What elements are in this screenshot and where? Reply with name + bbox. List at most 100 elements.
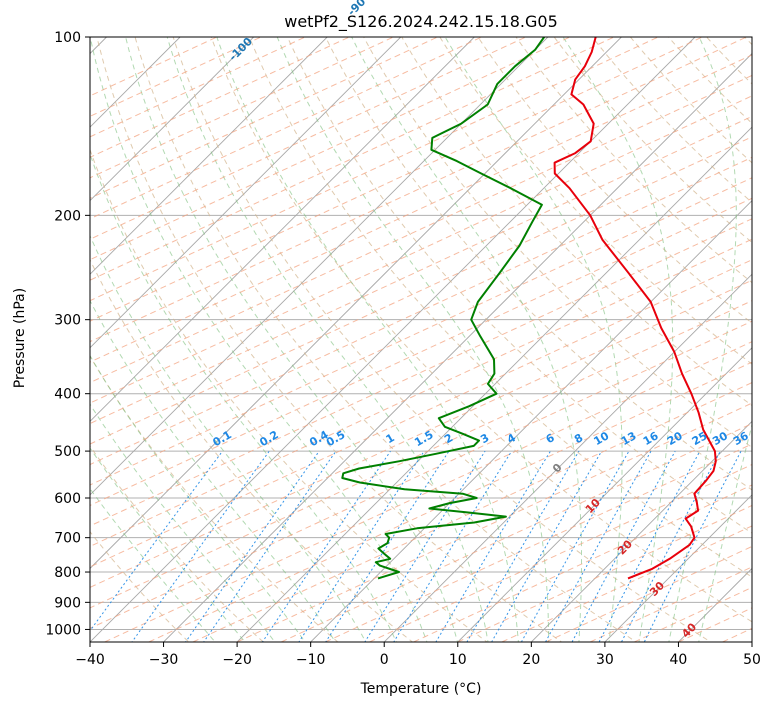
moist-adiabat [216,37,519,642]
y-tick-label: 800 [54,565,81,581]
isotherm-gridline [604,494,752,642]
isotherm-gridline [90,37,696,642]
mixing-ratio-line [598,450,701,642]
line-labels: 0.1 0.2 0.40.5 1 1.5 2 3 4 6 8 10 13 16 20 25 30 36-100-… [211,0,751,641]
mixing-ratio-line [261,450,391,642]
mixing-ratio-line [364,450,486,642]
x-tick-label: −20 [222,652,252,668]
dry-adiabat [667,37,752,125]
mixing-ratio-line [393,450,513,642]
y-axis-label: Pressure (hPa) [12,288,28,388]
mixing-ratio-line [435,450,551,642]
mixing-ratio-label: 4 [505,431,518,446]
reference-line [767,37,775,642]
reference-line [369,463,752,642]
mixing-ratio-line [643,450,742,642]
moist-adiabat [698,422,752,642]
temperature-profile-line [553,37,717,580]
mixing-ratio-label: 25 [690,429,710,448]
moist-adiabat [90,487,216,642]
isotherm-gridline [90,37,402,349]
dry-adiabat [248,37,752,578]
reference-line [104,341,752,642]
plot-frame [89,36,753,643]
reference-line [192,382,752,642]
x-tick-label: −30 [149,652,179,668]
moist-adiabat [90,234,367,642]
mixing-ratio-label: 30 [710,429,730,448]
y-tick-label: 400 [54,387,81,403]
reference-line [90,37,615,281]
dry-adiabat [90,445,264,642]
dry-adiabat [553,37,752,244]
reference-line [90,37,438,199]
mixing-ratio-line [90,450,223,632]
isotherm-label: -100 [226,35,255,64]
moist-adiabat [276,37,550,642]
mixing-ratio-label: 16 [641,429,661,448]
y-tick-label: 1000 [45,622,81,638]
dry-adiabat [90,530,190,642]
isotherm-gridline [457,347,752,642]
x-tick-label: 30 [596,652,614,668]
dry-adiabat [515,37,752,284]
mixing-ratio-line [203,450,337,642]
dry-adiabat [90,148,488,642]
isotherm-gridline [383,273,752,642]
reference-line [634,586,752,642]
reference-line [90,37,527,240]
chart-title: wetPf2_S126.2024.242.15.18.G05 [284,12,558,32]
reference-line [90,300,752,609]
dry-adiabat [324,37,752,491]
moist-adiabat [90,37,428,642]
x-tick-label: −10 [296,652,326,668]
moist-adiabat [166,37,489,642]
mixing-ratio-label: 1 [384,431,397,446]
x-tick-label: 10 [449,652,467,668]
reference-line [281,423,752,642]
isotherm-gridline [90,37,475,422]
moist-adiabat [90,447,246,642]
isotherm-gridline [90,37,328,275]
reference-line [545,545,752,642]
x-tick-label: 20 [522,652,540,668]
isotherm-gridline [531,420,752,642]
moist-adiabat [90,403,276,642]
background-lines [90,37,775,642]
mixing-ratio-label: 6 [544,431,557,446]
mixing-ratio-label: 36 [731,429,751,448]
isotherm-gridline [236,126,752,642]
mixing-ratio-label: 0.1 [211,428,234,449]
isotherm-gridline [90,37,549,496]
mixing-ratio-line [520,450,630,642]
moist-adiabat [562,37,674,642]
y-tick-label: 600 [54,491,81,507]
mixing-ratio-label: 1.5 [412,428,435,449]
dry-adiabat [705,37,752,85]
y-tick-label: 500 [54,444,81,460]
y-tick-label: 200 [54,208,81,224]
y-tick-label: 700 [54,531,81,547]
x-tick-label: 0 [380,652,389,668]
isotherm-label: 30 [647,579,667,599]
x-tick-label: 40 [670,652,688,668]
isotherm-label: 10 [583,496,603,516]
reference-line [90,37,350,158]
x-tick-label: −40 [75,652,105,668]
mixing-ratio-line [544,450,652,642]
y-tick-label: 300 [54,313,81,329]
mixing-ratio-line [491,450,603,642]
moist-adiabat [351,37,582,642]
dry-adiabat [401,37,752,407]
isotherm-gridline [90,37,622,570]
moist-adiabat [90,299,337,642]
dry-adiabat [743,37,752,46]
dry-adiabat [172,37,712,642]
isotherm-label: 0 [550,461,565,476]
mixing-ratio-line [466,450,580,642]
moist-adiabat [444,37,623,642]
dry-adiabat [591,37,752,204]
dry-adiabat [134,37,638,642]
reference-line [722,627,752,642]
dry-adiabat [286,37,752,534]
